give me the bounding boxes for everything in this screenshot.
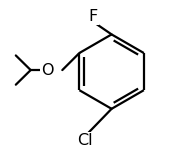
Text: Cl: Cl bbox=[77, 133, 92, 148]
Text: F: F bbox=[88, 9, 98, 24]
Text: O: O bbox=[41, 63, 54, 78]
